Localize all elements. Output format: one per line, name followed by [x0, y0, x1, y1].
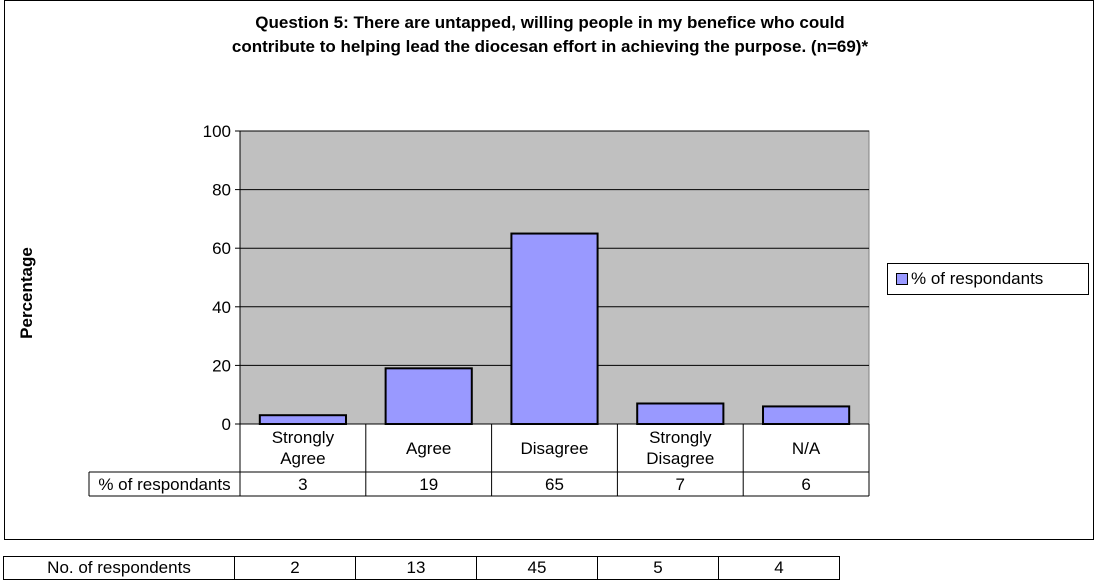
data-table-row-label: % of respondants [98, 474, 231, 494]
y-tick-label: 100 [203, 122, 231, 141]
data-table-value: 19 [419, 474, 439, 494]
legend-swatch [896, 273, 908, 285]
respondents-row-label: No. of respondents [3, 556, 235, 580]
respondents-count-1: 2 [234, 556, 356, 580]
bar [384, 367, 473, 425]
data-table-value: 65 [545, 474, 564, 494]
respondents-count-4: 5 [597, 556, 719, 580]
x-category-label: Agree [406, 438, 452, 458]
x-category-label: Strongly Disagree [646, 428, 715, 468]
bar [636, 402, 725, 425]
data-table-value: 7 [675, 474, 686, 494]
y-tick-label: 40 [212, 298, 231, 317]
bar [258, 414, 347, 425]
chart-area: 0 20 40 60 80 100 Question 5: There are untap… [4, 0, 1094, 540]
respondents-count-2: 13 [355, 556, 477, 580]
y-tick-label: 80 [212, 181, 231, 200]
x-category-label: Strongly Agree [271, 428, 335, 468]
x-category-label: Disagree [520, 438, 589, 458]
respondents-count-5: 4 [718, 556, 840, 580]
legend-label: % of respondants [911, 269, 1044, 288]
chart-title: Question 5: There are untapped, willing … [65, 11, 1035, 59]
data-table-value: 6 [801, 474, 811, 494]
bar [762, 405, 851, 426]
chart-title-line-2: contribute to helping lead the diocesan … [231, 37, 869, 56]
y-tick-label: 0 [222, 415, 231, 434]
y-tick-label: 20 [212, 356, 231, 375]
legend: % of respondants [887, 263, 1089, 295]
data-table-value: 3 [298, 474, 308, 494]
bar [510, 232, 599, 425]
x-category-label: N/A [791, 438, 821, 458]
chart-title-line-1: Question 5: There are untapped, willing … [255, 13, 845, 32]
respondents-count-3: 45 [476, 556, 598, 580]
chart-plot: 0 20 40 60 80 100 [88, 122, 870, 497]
y-axis-label: Percentage [17, 247, 36, 339]
y-tick-label: 60 [212, 239, 231, 258]
